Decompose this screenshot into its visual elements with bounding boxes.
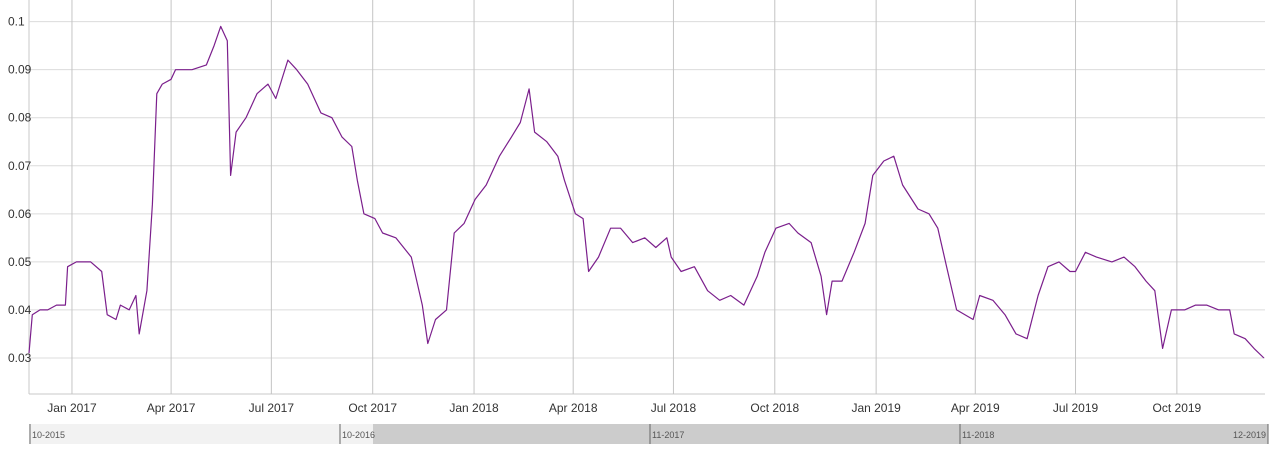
series-line [28, 25, 1265, 359]
grid [28, 0, 1265, 395]
y-tick-label: 0.05 [8, 255, 32, 269]
navigator-label: 10-2015 [32, 430, 65, 440]
x-tick-label: Oct 2018 [750, 401, 799, 415]
x-tick-label: Apr 2019 [951, 401, 1000, 415]
x-tick-label: Apr 2017 [147, 401, 196, 415]
x-tick-label: Jan 2018 [449, 401, 499, 415]
x-tick-label: Jul 2017 [249, 401, 295, 415]
navigator-label: 11-2018 [962, 430, 994, 440]
navigator-label: 11-2017 [652, 430, 684, 440]
navigator-label: 12-2019 [1233, 430, 1266, 440]
y-tick-label: 0.09 [8, 63, 32, 77]
x-tick-label: Apr 2018 [549, 401, 598, 415]
x-tick-label: Oct 2019 [1153, 401, 1202, 415]
x-tick-label: Oct 2017 [348, 401, 397, 415]
y-tick-label: 0.06 [8, 207, 32, 221]
range-navigator[interactable]: 10-2015 10-2016 11-2017 11-2018 12-2019 [29, 424, 1269, 444]
y-tick-label: 0.08 [8, 111, 32, 125]
y-tick-label: 0.07 [8, 159, 32, 173]
navigator-selection[interactable] [373, 424, 1268, 444]
y-tick-label: 0.1 [8, 15, 25, 29]
y-tick-label: 0.04 [8, 303, 32, 317]
navigator-label: 10-2016 [342, 430, 375, 440]
x-tick-label: Jul 2018 [651, 401, 697, 415]
x-tick-label: Jan 2019 [851, 401, 901, 415]
x-axis: Jan 2017 Apr 2017 Jul 2017 Oct 2017 Jan 2018… [47, 401, 1201, 415]
series-layer [28, 25, 1265, 359]
x-tick-label: Jul 2019 [1053, 401, 1099, 415]
y-axis: 0.03 0.04 0.05 0.06 0.07 0.08 0.09 0.1 [8, 15, 32, 365]
y-tick-label: 0.03 [8, 351, 32, 365]
x-tick-label: Jan 2017 [47, 401, 97, 415]
